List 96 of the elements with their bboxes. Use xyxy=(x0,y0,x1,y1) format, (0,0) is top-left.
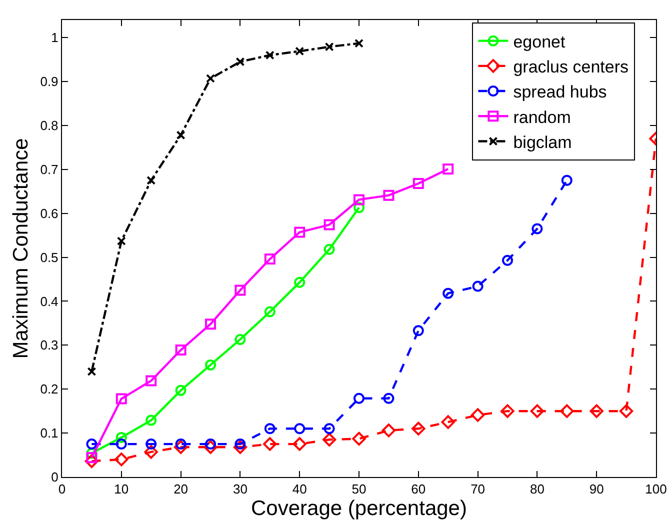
y-tick-label: 0.6 xyxy=(40,206,58,221)
point xyxy=(116,236,126,246)
point xyxy=(175,384,186,396)
legend-label: spread hubs xyxy=(513,82,607,102)
point xyxy=(234,334,246,345)
y-tick-label: 0 xyxy=(51,470,58,485)
point xyxy=(233,440,248,454)
point xyxy=(561,174,572,186)
point xyxy=(265,50,274,60)
point xyxy=(412,178,424,189)
point xyxy=(295,46,304,56)
point xyxy=(263,437,277,451)
legend-label: egonet xyxy=(513,32,566,52)
point xyxy=(532,223,543,234)
point xyxy=(205,438,216,450)
y-tick-label: 0.7 xyxy=(40,162,58,177)
point xyxy=(116,432,127,443)
x-tick-label: 20 xyxy=(174,482,188,497)
point xyxy=(502,254,513,266)
y-tick-label: 0.3 xyxy=(40,338,58,353)
point xyxy=(116,438,127,450)
y-tick-label: 0.8 xyxy=(40,118,58,134)
point xyxy=(206,74,215,83)
point xyxy=(352,432,366,446)
x-tick-label: 70 xyxy=(470,482,486,497)
y-tick-label: 0.2 xyxy=(40,382,58,397)
point xyxy=(324,423,335,434)
point xyxy=(294,226,306,238)
y-tick-label: 0.4 xyxy=(40,294,58,309)
x-axis-title: Coverage (percentage) xyxy=(251,496,467,520)
point xyxy=(174,440,188,454)
point xyxy=(264,254,276,265)
point xyxy=(86,438,98,450)
point xyxy=(472,280,484,292)
point xyxy=(470,408,485,422)
point xyxy=(500,404,514,418)
point xyxy=(146,414,157,426)
point xyxy=(442,288,454,299)
point xyxy=(144,445,158,459)
point xyxy=(324,244,335,255)
point xyxy=(383,190,394,201)
point xyxy=(205,318,216,330)
point xyxy=(205,359,216,370)
x-tick-label: 60 xyxy=(411,482,426,497)
point xyxy=(234,284,246,296)
y-axis-title: Maximum Conductance xyxy=(9,138,32,359)
point xyxy=(146,438,157,450)
point xyxy=(382,424,396,438)
y-tick-label: 0.5 xyxy=(40,250,58,265)
point xyxy=(264,423,276,434)
point xyxy=(146,176,156,185)
x-tick-label: 50 xyxy=(352,482,366,497)
point xyxy=(354,202,364,214)
point xyxy=(383,392,394,404)
point xyxy=(146,375,157,386)
point xyxy=(264,306,276,318)
point xyxy=(590,404,604,418)
point xyxy=(619,404,634,418)
point xyxy=(530,404,544,418)
point xyxy=(175,438,186,450)
point xyxy=(236,57,245,66)
point xyxy=(412,325,424,336)
point xyxy=(324,219,335,230)
x-tick-label: 90 xyxy=(589,482,604,497)
point xyxy=(292,437,306,451)
point xyxy=(175,344,186,356)
x-tick-label: 40 xyxy=(292,482,307,497)
point xyxy=(354,194,364,206)
point xyxy=(560,404,574,418)
point xyxy=(204,440,218,454)
x-tick-label: 30 xyxy=(232,482,248,497)
x-tick-label: 100 xyxy=(645,482,667,497)
point xyxy=(86,452,98,464)
y-tick-label: 0.1 xyxy=(40,426,58,441)
point xyxy=(114,452,128,466)
legend-label: bigclam xyxy=(513,132,572,152)
point xyxy=(354,392,364,404)
legend-label: random xyxy=(513,108,571,127)
point xyxy=(412,422,426,436)
point xyxy=(441,415,455,429)
point xyxy=(324,42,334,52)
point xyxy=(322,432,336,446)
point xyxy=(354,38,364,48)
point xyxy=(234,438,246,450)
point xyxy=(294,276,306,288)
point xyxy=(294,423,306,434)
point xyxy=(442,163,454,174)
y-tick-label: 1 xyxy=(51,30,58,46)
x-tick-label: 10 xyxy=(114,482,129,497)
x-tick-label: 80 xyxy=(530,482,544,497)
point xyxy=(87,367,96,376)
point xyxy=(176,130,186,140)
point xyxy=(84,454,99,468)
y-tick-label: 0.9 xyxy=(40,74,58,90)
point xyxy=(116,393,127,404)
legend-label: graclus centers xyxy=(513,58,628,77)
